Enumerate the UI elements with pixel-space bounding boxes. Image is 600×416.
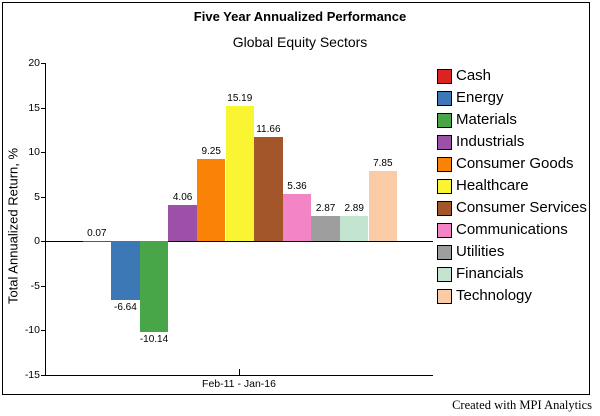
bar-value-label: 9.25	[201, 145, 221, 157]
legend-label: Utilities	[456, 243, 505, 260]
legend-item-utilities: Utilities	[437, 241, 587, 263]
legend-swatch	[437, 222, 452, 238]
legend-label: Technology	[456, 287, 532, 304]
legend-label: Financials	[456, 265, 524, 282]
zero-line	[45, 241, 433, 242]
y-tick-mark	[41, 241, 45, 242]
y-tick-label: 5	[34, 191, 40, 203]
legend-swatch	[437, 288, 452, 304]
legend-item-healthcare: Healthcare	[437, 175, 587, 197]
bar-consumer-goods	[196, 158, 226, 242]
bar-value-label: 0.07	[87, 227, 107, 239]
legend-item-consumer-services: Consumer Services	[437, 197, 587, 219]
y-tick-mark	[41, 152, 45, 153]
legend-swatch	[437, 90, 452, 106]
legend-label: Consumer Services	[456, 199, 587, 216]
bar-energy	[111, 241, 140, 301]
legend-swatch	[437, 112, 452, 128]
y-axis	[45, 63, 46, 375]
legend-swatch	[437, 178, 452, 194]
chart-title: Five Year Annualized Performance	[193, 9, 407, 24]
y-tick-label: 15	[28, 102, 40, 114]
bar-value-label: -6.64	[113, 302, 137, 314]
chart-subtitle: Global Equity Sectors	[232, 34, 368, 50]
y-tick-label: -5	[30, 280, 40, 292]
bar-industrials	[168, 205, 197, 242]
bar-value-label: 5.36	[287, 180, 307, 192]
bar-healthcare	[225, 105, 255, 242]
bar-value-label: 7.85	[373, 158, 393, 170]
legend-item-energy: Energy	[437, 87, 587, 109]
legend-item-consumer-goods: Consumer Goods	[437, 153, 587, 175]
x-axis-tick	[239, 369, 240, 375]
y-tick-label: -15	[24, 369, 40, 381]
legend-swatch	[437, 156, 452, 172]
bar-value-label: 11.66	[256, 124, 281, 136]
legend-swatch	[437, 134, 452, 150]
credit-text: Created with MPI Analytics	[452, 398, 592, 412]
y-tick-mark	[41, 330, 45, 331]
y-tick-label: -10	[24, 324, 40, 336]
legend-item-cash: Cash	[437, 65, 587, 87]
legend-label: Materials	[456, 111, 517, 128]
legend-swatch	[437, 244, 452, 260]
bar-value-label: 4.06	[172, 192, 193, 204]
bar-technology	[368, 171, 398, 242]
legend-label: Industrials	[456, 133, 525, 150]
legend-item-industrials: Industrials	[437, 131, 587, 153]
y-tick-label: 10	[28, 146, 40, 158]
bar-financials	[339, 215, 369, 242]
x-axis-label: Feb-11 - Jan-16	[202, 378, 276, 390]
y-tick-label: 0	[34, 235, 40, 247]
legend-label: Energy	[456, 89, 504, 106]
y-tick-mark	[41, 108, 45, 109]
bar-communications	[282, 193, 312, 242]
legend-label: Healthcare	[456, 177, 529, 194]
y-tick-mark	[41, 197, 45, 198]
legend-item-financials: Financials	[437, 263, 587, 285]
legend-item-materials: Materials	[437, 109, 587, 131]
y-tick-mark	[41, 286, 45, 287]
bar-value-label: 15.19	[227, 92, 253, 104]
bar-value-label: 2.89	[344, 202, 364, 214]
legend-swatch	[437, 266, 452, 282]
legend-item-technology: Technology	[437, 285, 587, 307]
legend-swatch	[437, 200, 452, 216]
legend-item-communications: Communications	[437, 219, 587, 241]
bar-value-label: 2.87	[315, 202, 336, 214]
y-tick-mark	[41, 63, 45, 64]
y-tick-mark	[41, 375, 45, 376]
bar-utilities	[311, 215, 340, 242]
legend-label: Consumer Goods	[456, 155, 574, 172]
legend-label: Communications	[456, 221, 568, 238]
bar-materials	[139, 241, 169, 332]
x-axis	[45, 375, 433, 376]
legend-swatch	[437, 68, 452, 84]
bar-cash	[82, 240, 112, 242]
bar-value-label: -10.14	[139, 333, 169, 345]
legend: Cash Energy Materials Industrials Consumer G…	[437, 65, 587, 307]
bar-consumer-services	[254, 137, 283, 242]
y-tick-label: 20	[28, 57, 40, 69]
legend-label: Cash	[456, 67, 492, 84]
